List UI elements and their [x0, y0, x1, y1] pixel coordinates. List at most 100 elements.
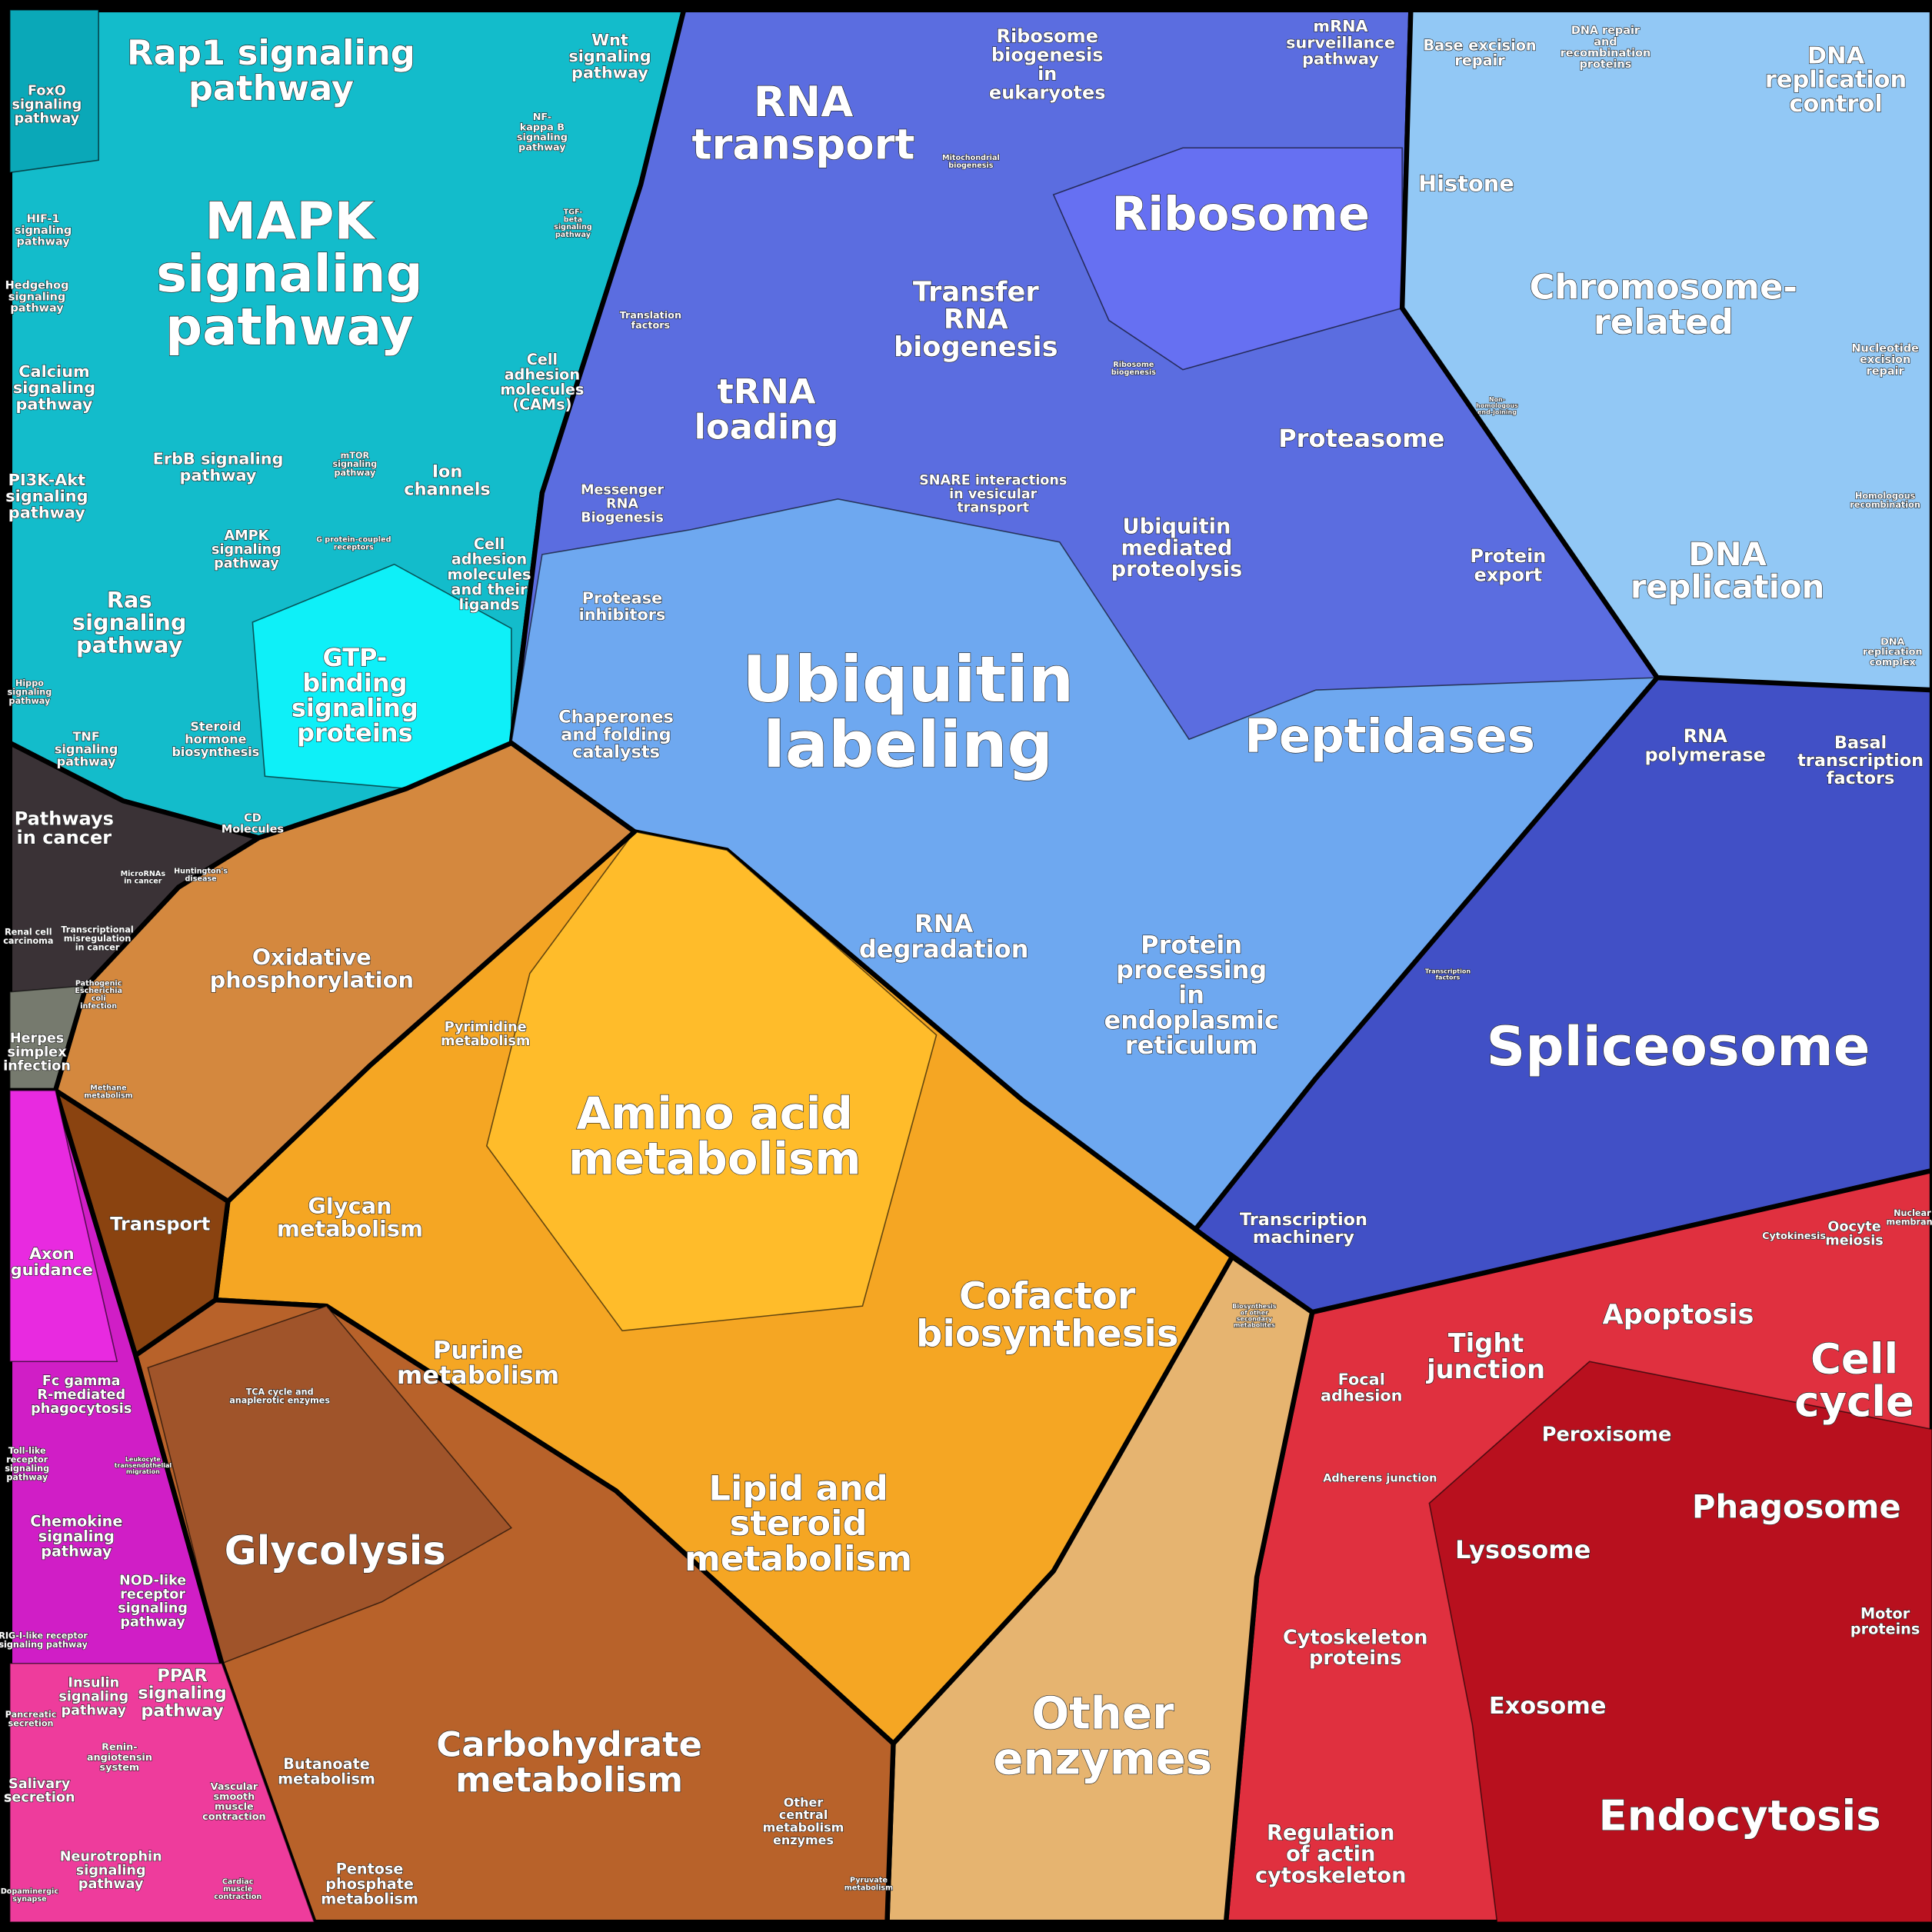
label-line: simplex	[8, 1044, 67, 1060]
label-line: and	[1594, 36, 1617, 48]
region-label: Protease inhibitors	[579, 589, 666, 624]
label-line: (CAMs)	[512, 395, 571, 413]
label-line: meiosis	[1825, 1234, 1883, 1249]
label-line: DNA	[1688, 535, 1767, 573]
label-line: Chemokine	[30, 1512, 122, 1530]
label-line: Nuclear	[1894, 1208, 1931, 1218]
label-line: signaling	[5, 1464, 49, 1474]
label-line: GTP-	[322, 643, 387, 672]
label-line: R-mediated	[37, 1387, 125, 1403]
region-label: Insulin signaling pathway	[58, 1675, 128, 1718]
region-label: Transcription factors	[1425, 968, 1471, 981]
label-line: molecules	[500, 381, 584, 398]
region-label: NOD-like receptor signaling pathway	[118, 1573, 188, 1630]
region-label: SNARE interactions in vesicular transport	[919, 473, 1067, 516]
label-line: signaling	[38, 1527, 115, 1545]
label-line: Peroxisome	[1542, 1423, 1672, 1446]
region-label: Mitochondrial biogenesis	[942, 154, 1000, 170]
label-line: Histone	[1418, 170, 1514, 196]
label-line: Transcription	[1425, 968, 1471, 974]
region-label: Chaperones and folding catalysts	[558, 707, 674, 762]
region-label: Purine metabolism	[397, 1335, 559, 1390]
label-line: metabolism	[455, 1759, 683, 1800]
region-label: Cytokinesis	[1762, 1230, 1826, 1241]
region-label: Huntington's disease	[174, 868, 228, 884]
label-line: pathway	[15, 112, 80, 127]
amino-cell	[485, 831, 938, 1332]
label-line: Butanoate	[283, 1755, 370, 1773]
label-line: Oxidative	[252, 944, 371, 970]
label-line: signaling	[5, 487, 88, 505]
label-line: Wnt	[591, 31, 628, 49]
region-label: RIG-I-like receptor signaling pathway	[0, 1631, 88, 1650]
label-line: Insulin	[68, 1675, 119, 1690]
region-label: Nucleotide excision repair	[1851, 342, 1919, 377]
label-line: junction	[1425, 1354, 1545, 1384]
label-line: pathway	[41, 1542, 112, 1560]
label-line: signaling	[55, 741, 118, 756]
region-label: Proteasome	[1278, 424, 1444, 453]
label-line: Escherichia	[75, 987, 122, 995]
label-line: repair	[1454, 51, 1505, 68]
label-line: G protein-coupled	[316, 536, 391, 545]
label-line: RNA	[1684, 725, 1728, 747]
label-line: pathway	[120, 1614, 185, 1630]
label-line: tRNA	[717, 371, 815, 412]
label-line: metabolism	[844, 1884, 893, 1893]
region-label: RNA polymerase	[1644, 725, 1766, 766]
label-line: transport	[957, 501, 1029, 516]
label-line: Ras	[107, 587, 152, 613]
label-line: metabolism	[277, 1215, 423, 1241]
label-line: membrane	[1887, 1217, 1932, 1227]
label-line: signaling	[138, 1683, 226, 1703]
region-label: Salivary secretion	[4, 1777, 75, 1806]
label-line: signaling	[517, 132, 568, 143]
label-line: Renal cell	[5, 928, 52, 938]
label-line: misregulation	[64, 934, 132, 944]
label-line: Chaperones	[558, 707, 674, 727]
label-line: Base excision	[1423, 36, 1536, 54]
label-line: secretion	[4, 1790, 75, 1806]
label-line: pathway	[571, 63, 648, 82]
label-line: Pyruvate	[850, 1877, 888, 1885]
label-line: signaling	[333, 459, 378, 469]
label-line: Exosome	[1489, 1692, 1607, 1719]
label-line: Spliceosome	[1486, 1014, 1870, 1078]
label-line: Protein	[1470, 545, 1546, 567]
region-label: DNA repair and recombination proteins	[1561, 25, 1651, 71]
label-line: NF-	[533, 112, 551, 123]
label-line: metabolism	[321, 1890, 418, 1907]
label-line: Methane	[90, 1084, 127, 1093]
label-line: system	[100, 1761, 140, 1773]
label-line: Herpes	[10, 1031, 64, 1047]
region-label: Transport	[110, 1213, 210, 1234]
label-line: signaling	[291, 693, 418, 722]
label-line: biogenesis	[894, 331, 1058, 363]
label-line: Focal	[1338, 1370, 1385, 1388]
label-line: molecules	[448, 565, 531, 583]
label-line: ErbB signaling	[153, 450, 284, 468]
region-label: Rap1 signaling pathway	[127, 32, 415, 108]
region-label: Pathogenic Escherichia coli infection	[75, 979, 122, 1010]
region-label: Cell adhesion molecules (CAMs)	[500, 350, 584, 413]
region-label: Hippo signaling pathway	[8, 678, 52, 706]
region-label: Pancreatic secretion	[5, 1710, 57, 1728]
region-label: Fc gamma R-mediated phagocytosis	[31, 1374, 132, 1417]
label-line: excision	[1860, 354, 1910, 366]
label-line: and folding	[561, 724, 671, 744]
label-line: infection	[3, 1058, 71, 1074]
region-label: Vascular smooth muscle contraction	[202, 1780, 266, 1822]
label-line: signaling	[156, 244, 423, 304]
label-line: kappa B	[520, 122, 565, 133]
region-label: Herpes simplex infection	[3, 1031, 71, 1074]
label-line: phosphate	[325, 1874, 414, 1892]
region-label: Tight junction	[1425, 1327, 1545, 1384]
label-line: in	[1038, 63, 1057, 85]
region-label: Cell adhesion molecules and their ligands	[448, 535, 531, 613]
label-line: endoplasmic	[1104, 1005, 1278, 1034]
label-line: Pancreatic	[5, 1710, 57, 1720]
label-line: Tight	[1448, 1327, 1524, 1357]
label-line: Purine	[433, 1335, 524, 1364]
